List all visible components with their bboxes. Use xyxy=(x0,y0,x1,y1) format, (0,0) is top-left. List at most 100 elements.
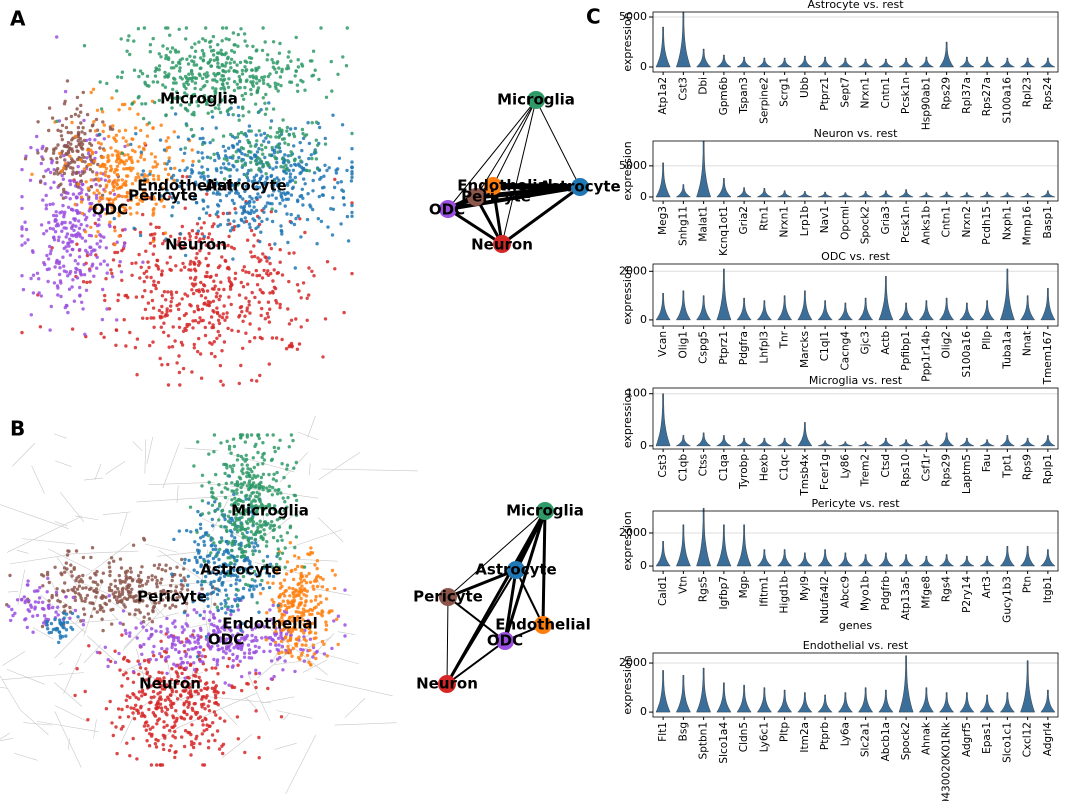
cell-point xyxy=(95,610,100,614)
cell-point xyxy=(265,201,270,205)
cell-point xyxy=(244,79,249,84)
cell-point xyxy=(131,543,136,547)
node-label: Microglia xyxy=(497,91,575,109)
cell-point xyxy=(224,61,228,65)
cell-point xyxy=(128,52,132,57)
cell-point xyxy=(234,150,238,154)
cell-point xyxy=(253,102,258,106)
cell-point xyxy=(225,463,229,467)
cell-point xyxy=(66,310,70,315)
cell-point xyxy=(333,267,337,271)
cell-point xyxy=(134,608,138,612)
cell-point xyxy=(122,241,127,245)
cell-point xyxy=(130,102,134,106)
cell-point xyxy=(218,639,222,643)
cell-point xyxy=(271,167,275,171)
cell-point xyxy=(232,646,236,650)
cell-point xyxy=(200,719,205,723)
cell-point xyxy=(79,195,84,199)
cell-point xyxy=(177,595,182,599)
cell-point xyxy=(256,433,260,437)
cell-point xyxy=(182,680,186,684)
cell-point xyxy=(45,147,49,151)
cell-point xyxy=(191,600,195,604)
cell-point xyxy=(157,98,161,103)
cell-point xyxy=(267,101,271,105)
cell-point xyxy=(329,59,333,64)
cell-point xyxy=(198,626,203,630)
cell-point xyxy=(268,562,273,566)
cell-point xyxy=(159,55,163,59)
cell-point xyxy=(198,136,202,141)
cell-point xyxy=(63,210,67,214)
cell-point xyxy=(132,599,137,603)
graph-edge xyxy=(136,648,148,691)
cell-point xyxy=(70,285,74,289)
cell-point xyxy=(87,162,91,167)
cell-point xyxy=(188,238,192,242)
cell-point xyxy=(182,576,186,580)
cell-point xyxy=(202,51,206,56)
cell-point xyxy=(126,715,131,719)
cell-point xyxy=(268,307,272,311)
cell-point xyxy=(71,595,76,600)
cell-point xyxy=(167,596,171,600)
graph-edge xyxy=(541,510,547,626)
cell-point xyxy=(189,268,193,272)
cell-point xyxy=(205,270,209,275)
cell-point xyxy=(236,132,241,136)
cell-point xyxy=(302,565,307,569)
cell-point xyxy=(221,144,226,149)
cell-point xyxy=(193,42,197,46)
cell-point xyxy=(123,144,127,149)
cell-point xyxy=(221,513,226,518)
cell-point xyxy=(200,594,204,598)
cell-point xyxy=(125,597,130,601)
cell-point xyxy=(303,230,307,235)
cell-point xyxy=(223,154,228,158)
cell-point xyxy=(199,294,204,298)
cell-point xyxy=(202,234,206,239)
cell-point xyxy=(118,715,122,719)
cell-point xyxy=(110,721,114,725)
cell-point xyxy=(185,712,189,717)
cell-point xyxy=(128,206,132,210)
cell-point xyxy=(74,549,79,553)
cell-point xyxy=(94,595,98,599)
cell-point xyxy=(293,567,298,572)
cell-point xyxy=(230,548,234,553)
cell-point xyxy=(53,617,57,622)
cell-point xyxy=(213,567,218,571)
cell-point xyxy=(226,597,230,601)
cell-point xyxy=(170,214,174,218)
cell-point xyxy=(245,521,250,526)
cell-point xyxy=(214,126,218,130)
cell-point xyxy=(180,625,184,629)
cell-point xyxy=(200,697,204,701)
cell-point xyxy=(164,26,168,30)
cell-point xyxy=(221,649,226,654)
cell-point xyxy=(308,648,312,652)
cell-point xyxy=(106,664,110,669)
graph-edge xyxy=(247,673,271,721)
cell-point xyxy=(215,626,220,630)
cell-point xyxy=(92,274,96,278)
cell-point xyxy=(189,100,194,104)
cell-point xyxy=(8,573,12,578)
cell-point xyxy=(184,699,189,704)
cell-point xyxy=(261,452,265,457)
graph-edge xyxy=(447,185,581,211)
cell-point xyxy=(241,467,245,471)
cell-point xyxy=(257,180,262,184)
cell-point xyxy=(157,670,161,674)
cell-point xyxy=(217,747,222,751)
cell-point xyxy=(294,498,299,503)
cell-point xyxy=(262,458,267,462)
cell-point xyxy=(149,684,153,688)
cell-point xyxy=(229,101,234,105)
cell-point xyxy=(266,636,271,640)
cell-point xyxy=(227,656,231,661)
cell-point xyxy=(188,175,192,179)
cell-point xyxy=(36,151,40,155)
cell-point xyxy=(234,582,238,586)
